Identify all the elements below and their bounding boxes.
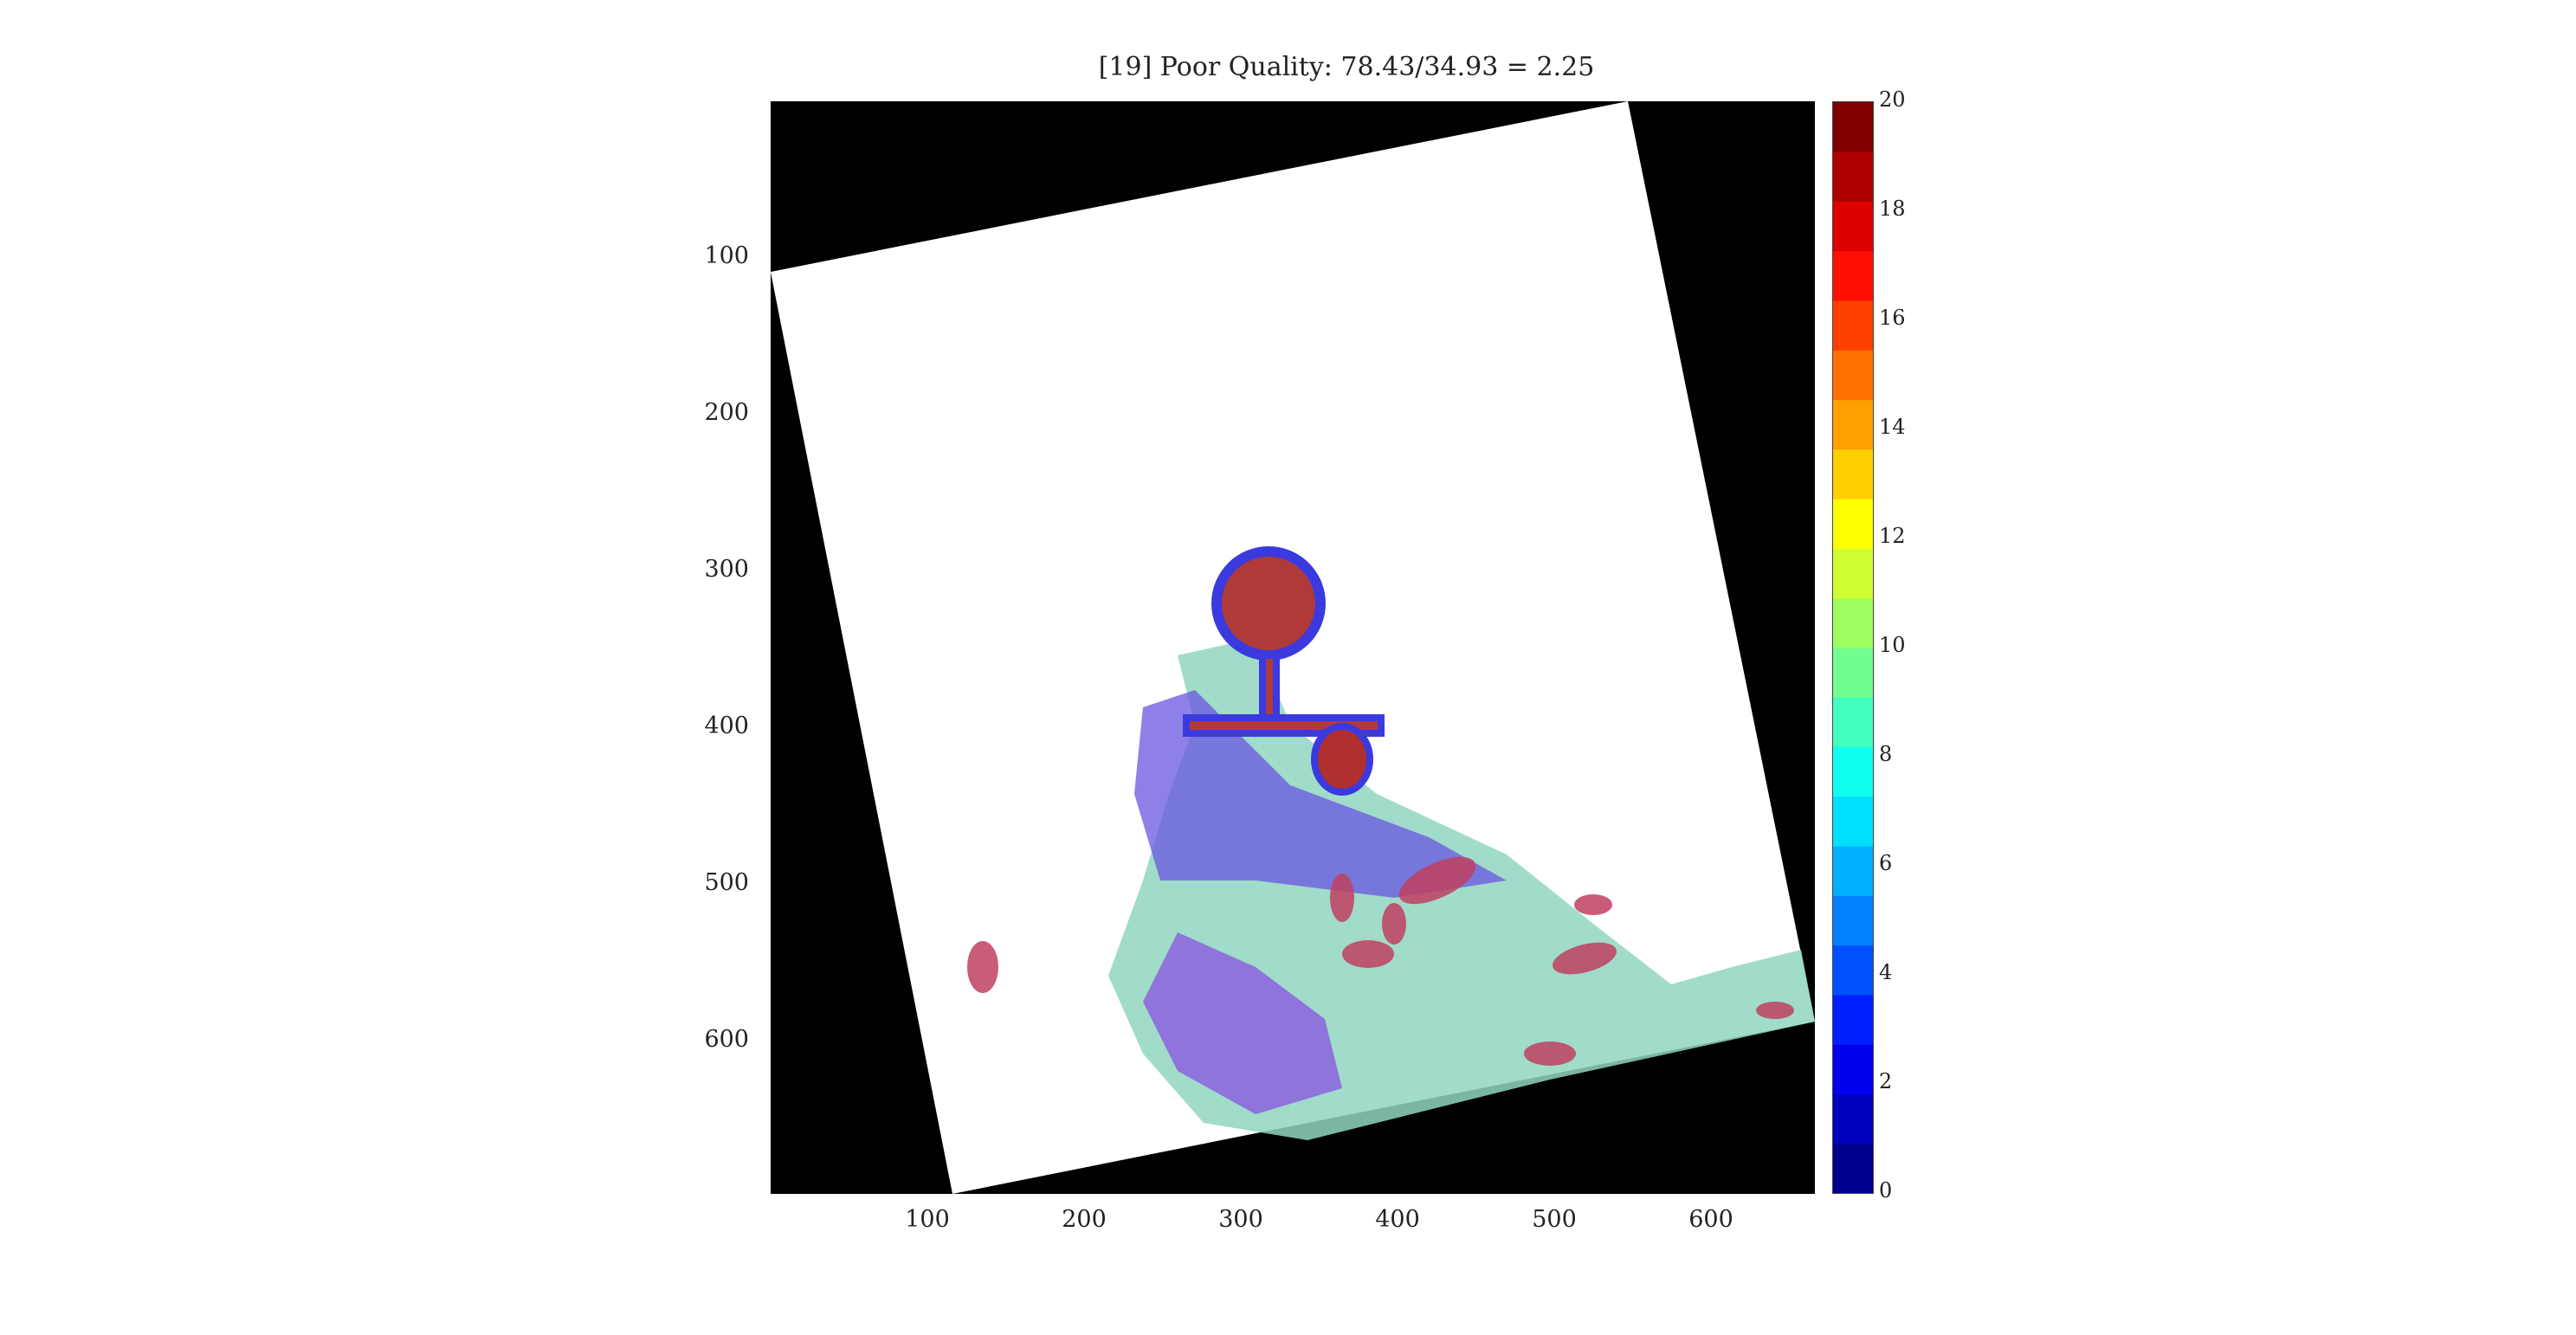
colorbar-step <box>1833 499 1873 549</box>
colorbar-step <box>1833 1093 1873 1145</box>
colorbar-step <box>1833 399 1873 450</box>
colorbar-step <box>1833 201 1873 252</box>
gland-highlight <box>967 941 998 993</box>
gland-highlight <box>1756 1002 1794 1019</box>
colorbar-step <box>1833 746 1873 797</box>
y-tick-label: 400 <box>704 713 749 739</box>
colorbar-step <box>1833 597 1873 648</box>
colorbar-step <box>1833 895 1873 946</box>
figure-title: [19] Poor Quality: 78.43/34.93 = 2.25 <box>1098 52 1595 82</box>
low-score-region-2 <box>1143 932 1342 1114</box>
x-tick-label: 600 <box>1688 1206 1733 1233</box>
colorbar-tick-label: 18 <box>1879 197 1906 221</box>
colorbar-step <box>1833 697 1873 748</box>
colorbar-tick-label: 20 <box>1879 87 1906 112</box>
gland-highlight <box>1524 1042 1576 1066</box>
colorbar-step <box>1833 300 1873 351</box>
gland-highlight <box>1398 856 1476 905</box>
gland-highlight <box>1382 903 1406 945</box>
colorbar-tick-label: 4 <box>1879 960 1893 984</box>
y-tick-label: 100 <box>704 242 749 269</box>
gland-highlight <box>1574 894 1612 915</box>
colorbar-tick-label: 8 <box>1879 742 1893 766</box>
colorbar-step <box>1833 945 1873 996</box>
colorbar-tick-label: 16 <box>1879 306 1906 330</box>
annotation-circle <box>1211 546 1326 661</box>
x-tick-label: 500 <box>1532 1206 1577 1233</box>
colorbar-step <box>1833 152 1873 203</box>
colorbar-tick-label: 2 <box>1879 1069 1893 1093</box>
gland-highlight <box>1553 942 1617 975</box>
colorbar-step <box>1833 548 1873 599</box>
colorbar-step <box>1833 1044 1873 1094</box>
colorbar-step <box>1833 994 1873 1045</box>
colorbar-step <box>1833 448 1873 500</box>
x-tick-label: 200 <box>1062 1206 1107 1233</box>
colorbar-gradient <box>1833 102 1873 1193</box>
low-score-region <box>1134 690 1507 898</box>
y-tick-label: 300 <box>704 556 749 583</box>
colorbar-tick-label: 12 <box>1879 524 1906 548</box>
colorbar-tick-label: 14 <box>1879 415 1906 439</box>
colorbar-step <box>1833 350 1873 401</box>
heatmap-overlay-image <box>771 101 1815 1194</box>
colorbar-step <box>1833 250 1873 301</box>
y-tick-label: 600 <box>704 1026 749 1053</box>
y-tick-label: 500 <box>704 869 749 896</box>
colorbar-step <box>1833 102 1873 152</box>
colorbar <box>1832 101 1874 1194</box>
gland-highlight <box>1342 940 1394 968</box>
y-tick-label: 200 <box>704 399 749 426</box>
x-tick-label: 300 <box>1218 1206 1263 1233</box>
colorbar-step <box>1833 1143 1873 1193</box>
annotation-blob <box>1311 723 1373 796</box>
gland-highlight <box>1330 874 1354 922</box>
x-tick-label: 400 <box>1375 1206 1420 1233</box>
colorbar-step <box>1833 846 1873 896</box>
x-tick-label: 100 <box>905 1206 950 1233</box>
colorbar-tick-label: 0 <box>1879 1178 1893 1203</box>
colorbar-step <box>1833 648 1873 698</box>
colorbar-step <box>1833 796 1873 847</box>
colorbar-tick-label: 6 <box>1879 851 1893 875</box>
image-axes <box>771 101 1815 1194</box>
colorbar-tick-label: 10 <box>1879 633 1906 657</box>
